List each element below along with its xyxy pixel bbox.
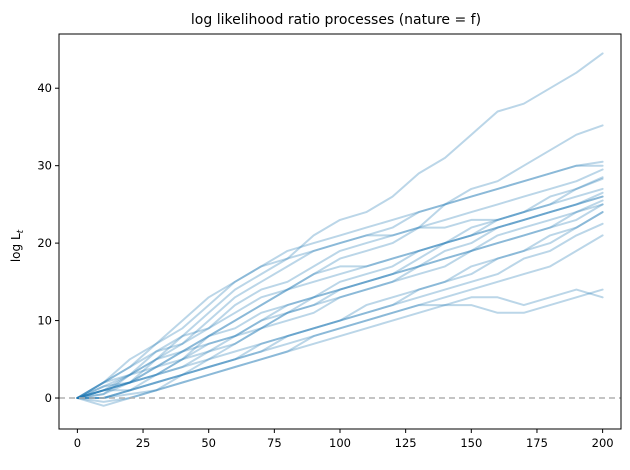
y-axis-label-subscript: t xyxy=(16,229,26,233)
series-line-4 xyxy=(76,168,604,399)
y-tick-label: 30 xyxy=(37,159,52,173)
x-axis: 0 25 50 75 100 125 150 175 200 xyxy=(74,429,614,450)
series-line-16 xyxy=(76,211,604,399)
y-tick-label: 40 xyxy=(37,81,52,95)
series-line-13 xyxy=(76,195,604,399)
x-tick-label: 175 xyxy=(526,436,548,450)
chart-title: log likelihood ratio processes (nature =… xyxy=(191,12,481,28)
series-line-15 xyxy=(76,288,604,407)
y-axis-label-main: log L xyxy=(9,233,23,262)
series-line-17 xyxy=(76,195,604,399)
x-tick-label: 50 xyxy=(201,436,216,450)
series-line-8 xyxy=(76,203,604,399)
series-line-9 xyxy=(76,211,604,403)
x-tick-label: 0 xyxy=(74,436,81,450)
series-line-1 xyxy=(76,52,604,399)
series-line-6 xyxy=(76,191,604,399)
y-tick-label: 10 xyxy=(37,314,52,328)
series-line-5 xyxy=(76,177,604,399)
x-tick-label: 75 xyxy=(267,436,282,450)
x-tick-label: 25 xyxy=(136,436,151,450)
x-tick-label: 200 xyxy=(592,436,614,450)
series-group xyxy=(76,52,604,407)
y-tick-label: 20 xyxy=(37,236,52,250)
series-line-7 xyxy=(76,199,604,399)
series-line-14 xyxy=(76,288,604,399)
x-tick-label: 150 xyxy=(460,436,482,450)
x-tick-label: 125 xyxy=(395,436,417,450)
series-line-10 xyxy=(76,222,604,399)
x-tick-label: 100 xyxy=(329,436,351,450)
series-line-11 xyxy=(76,234,604,399)
y-axis: 0 10 20 30 40 xyxy=(37,81,59,405)
series-line-20 xyxy=(76,164,604,399)
plot-area xyxy=(59,52,621,407)
series-line-19 xyxy=(76,176,604,399)
y-axis-label: log Lt xyxy=(9,229,26,262)
series-line-2 xyxy=(76,124,604,399)
series-line-18 xyxy=(76,203,604,399)
series-line-3 xyxy=(76,160,604,399)
series-line-12 xyxy=(76,187,604,399)
y-tick-label: 0 xyxy=(45,391,52,405)
